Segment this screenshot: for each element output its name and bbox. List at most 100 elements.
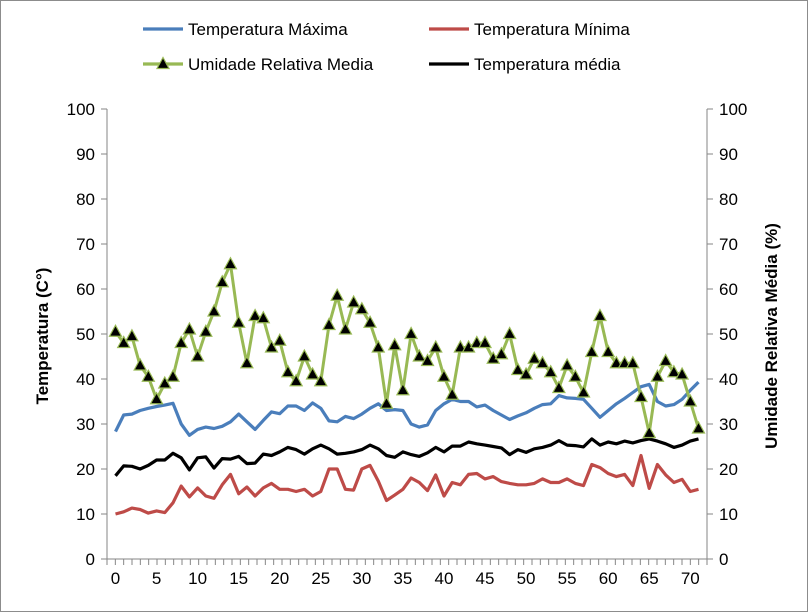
data-point-umidade-relativa-media [625,355,640,369]
data-point-umidade-relativa-media [108,323,123,337]
x-axis: 0 5 10 15 20 25 30 35 40 45 50 55 60 65 70 [106,559,708,588]
data-point-umidade-relativa-media [412,348,427,362]
data-point-umidade-relativa-media [124,328,139,342]
data-point-umidade-relativa-media [239,355,254,369]
data-point-umidade-relativa-media [174,335,189,349]
y-tick-label-left: 10 [76,505,95,524]
data-point-umidade-relativa-media [346,294,361,308]
data-point-umidade-relativa-media [510,362,525,376]
data-point-umidade-relativa-media [395,382,410,396]
legend-marker-umidade-relativa-media [155,56,171,70]
data-point-umidade-relativa-media [609,355,624,369]
y-tick-label-right: 60 [719,280,738,299]
y-tick-label-right: 90 [719,145,738,164]
data-point-umidade-relativa-media [634,389,649,403]
x-tick-label: 5 [152,569,161,588]
data-point-umidade-relativa-media [165,368,180,382]
x-tick-label: 20 [270,569,289,588]
data-point-umidade-relativa-media [387,337,402,351]
data-point-umidade-relativa-media [584,344,599,358]
y-tick-label-right: 70 [719,235,738,254]
data-point-umidade-relativa-media [289,373,304,387]
legend: Temperatura Máxima Temperatura Mínima Umid… [143,20,630,74]
y-tick-label-left: 60 [76,280,95,299]
y-tick-label-left: 40 [76,370,95,389]
data-point-umidade-relativa-media [568,368,583,382]
x-tick-label: 10 [188,569,207,588]
data-point-umidade-relativa-media [198,323,213,337]
data-point-umidade-relativa-media [354,301,369,315]
x-tick-label: 15 [229,569,248,588]
y-tick-label-right: 50 [719,325,738,344]
y-tick-label-right: 40 [719,370,738,389]
data-point-umidade-relativa-media [321,317,337,331]
data-point-umidade-relativa-media [642,425,657,439]
data-point-umidade-relativa-media [535,355,550,369]
legend-label-temperatura-minima: Temperatura Mínima [474,20,630,39]
y-tick-label-right: 30 [719,415,738,434]
x-tick-label: 65 [640,569,659,588]
y-axis-title-right: Umidade Relativa Média (%) [762,223,781,449]
legend-label-temperatura-media: Temperatura média [474,55,621,74]
y-tick-label-right: 20 [719,460,738,479]
data-point-umidade-relativa-media [617,355,632,369]
series-line-temperatura-maxima [114,380,700,437]
x-tick-label: 60 [599,569,618,588]
data-point-umidade-relativa-media [330,287,345,301]
data-point-umidade-relativa-media [469,335,484,349]
y-tick-label-right: 100 [719,100,747,119]
x-tick-label: 40 [434,569,453,588]
data-point-umidade-relativa-media [560,357,575,371]
data-point-umidade-relativa-media [264,339,279,353]
data-point-umidade-relativa-media [666,364,681,378]
data-point-umidade-relativa-media [519,366,534,380]
x-tick-label: 70 [681,569,700,588]
y-tick-label-right: 80 [719,190,738,209]
y-tick-label-left: 90 [76,145,95,164]
data-point-umidade-relativa-media [683,393,698,407]
data-point-umidade-relativa-media [280,364,295,378]
data-point-umidade-relativa-media [207,303,222,317]
series-line-temperatura-media [114,437,699,477]
data-point-umidade-relativa-media [215,274,230,288]
series-layer [108,256,706,516]
x-tick-label: 25 [311,569,330,588]
data-point-umidade-relativa-media [363,314,378,328]
data-point-umidade-relativa-media [190,348,205,362]
x-tick-label: 45 [476,569,495,588]
data-point-umidade-relativa-media [272,332,287,346]
data-point-umidade-relativa-media [305,366,320,380]
data-point-umidade-relativa-media [691,420,706,434]
data-point-umidade-relativa-media [371,339,386,353]
y-tick-label-left: 50 [76,325,95,344]
data-point-umidade-relativa-media [576,384,591,398]
series-line-temperatura-minima [115,453,699,516]
data-point-umidade-relativa-media [551,380,566,394]
y-tick-label-left: 20 [76,460,95,479]
data-point-umidade-relativa-media [428,339,443,353]
data-point-umidade-relativa-media [420,353,435,367]
y-tick-label-left: 80 [76,190,95,209]
data-point-umidade-relativa-media [543,364,558,378]
legend-label-umidade-relativa-media: Umidade Relativa Media [188,55,374,74]
data-point-umidade-relativa-media [338,321,353,335]
data-point-umidade-relativa-media [313,373,328,387]
data-point-umidade-relativa-media [231,314,246,328]
y-tick-label-left: 0 [86,550,95,569]
y-tick-label-left: 100 [67,100,95,119]
x-tick-label: 0 [111,569,120,588]
data-point-umidade-relativa-media [650,368,665,382]
y-axis-right: 0 10 20 30 40 50 60 70 80 90 100 [707,100,747,569]
data-point-umidade-relativa-media [133,357,148,371]
data-point-umidade-relativa-media [601,344,616,358]
data-point-umidade-relativa-media [404,326,419,340]
x-tick-label: 30 [352,569,371,588]
data-point-umidade-relativa-media [223,256,238,270]
data-point-umidade-relativa-media [494,346,509,360]
legend-label-temperatura-maxima: Temperatura Máxima [188,20,348,39]
data-point-umidade-relativa-media [116,335,131,349]
y-tick-label-left: 70 [76,235,95,254]
y-tick-label-right: 10 [719,505,738,524]
